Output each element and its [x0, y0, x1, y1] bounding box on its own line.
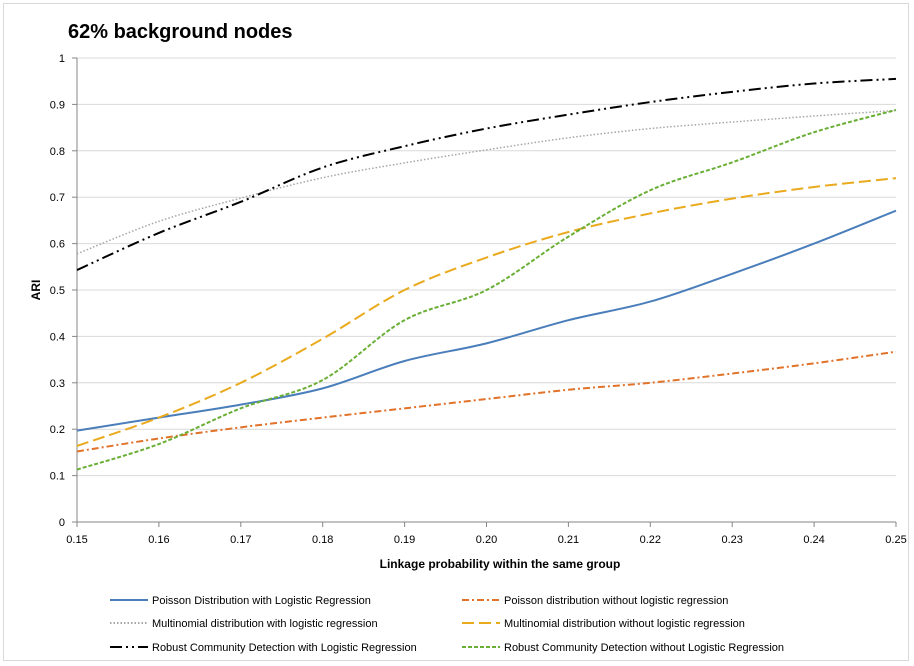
x-axis-label: Linkage probability within the same grou…	[380, 557, 621, 571]
y-tick-label: 1	[59, 53, 65, 65]
y-tick-label: 0.5	[50, 285, 65, 297]
x-tick-label: 0.20	[476, 534, 497, 546]
legend-label: Poisson distribution without logistic re…	[504, 595, 728, 607]
y-tick-label: 0.9	[50, 99, 65, 111]
y-tick-label: 0.7	[50, 192, 65, 204]
y-tick-label: 0.1	[50, 471, 65, 483]
x-tick-label: 0.17	[230, 534, 251, 546]
chart-frame	[3, 3, 909, 661]
series-lines	[76, 77, 897, 471]
y-tick-label: 0	[59, 517, 65, 529]
legend-label: Robust Community Detection without Logis…	[504, 642, 784, 654]
series-line-2	[76, 350, 897, 453]
y-tick-label: 0.6	[50, 239, 65, 251]
y-tick-label: 0.2	[50, 424, 65, 436]
legend-label: Poisson Distribution with Logistic Regre…	[152, 595, 371, 607]
series-line-3	[76, 109, 897, 255]
x-tick-label: 0.18	[312, 534, 333, 546]
series-line-4	[76, 177, 897, 447]
x-tick-label: 0.15	[66, 534, 87, 546]
legend: Poisson Distribution with Logistic Regre…	[110, 595, 784, 654]
legend-label: Multinomial distribution without logisti…	[504, 618, 745, 630]
series-line-6	[76, 109, 897, 471]
legend-label: Multinomial distribution with logistic r…	[152, 618, 378, 630]
gridlines	[77, 57, 896, 477]
x-tick-label: 0.16	[148, 534, 169, 546]
legend-label: Robust Community Detection with Logistic…	[152, 642, 417, 654]
y-tick-label: 0.4	[50, 331, 65, 343]
x-tick-label: 0.21	[558, 534, 579, 546]
series-line-5	[76, 77, 897, 271]
y-tick-label: 0.8	[50, 146, 65, 158]
x-tick-label: 0.24	[803, 534, 824, 546]
x-tick-label: 0.25	[885, 534, 906, 546]
y-axis-ticks: 0 0.1 0.2 0.3 0.4 0.5 0.6 0.7 0.8 0.9 1	[50, 53, 77, 529]
x-tick-label: 0.19	[394, 534, 415, 546]
x-tick-label: 0.23	[721, 534, 742, 546]
x-tick-label: 0.22	[640, 534, 661, 546]
y-axis-label: ARI	[29, 280, 43, 301]
series-line-1	[76, 209, 897, 432]
x-axis-ticks: 0.15 0.16 0.17 0.18 0.19 0.20 0.21 0.22 0.23 0.24…	[66, 522, 907, 546]
y-tick-label: 0.3	[50, 378, 65, 390]
chart-title: 62% background nodes	[68, 21, 293, 43]
